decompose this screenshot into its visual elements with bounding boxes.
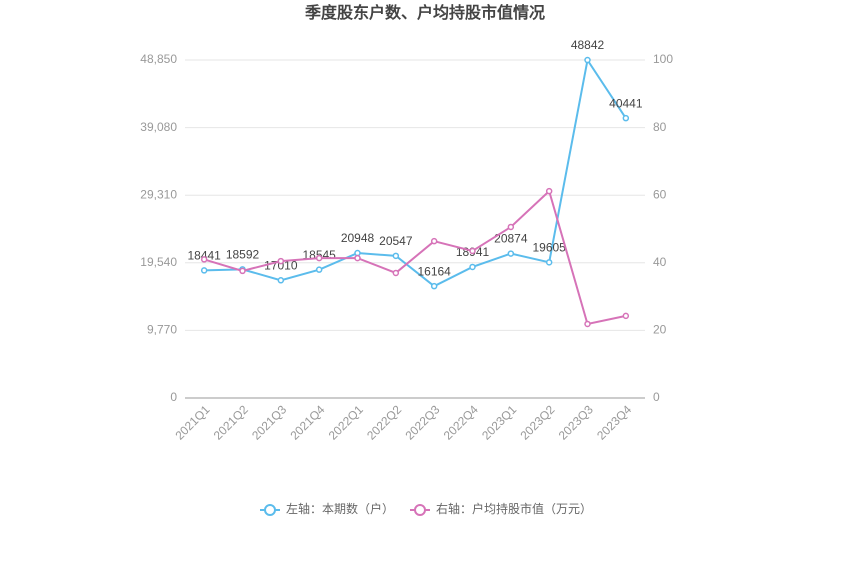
series-line bbox=[204, 57, 627, 288]
data-point bbox=[469, 263, 476, 271]
y-tick-label: 48,850 bbox=[140, 52, 177, 66]
x-tick-label: 2023Q1 bbox=[479, 402, 519, 442]
series-line bbox=[203, 189, 627, 326]
y2-tick-label: 80 bbox=[653, 120, 667, 134]
data-label: 20948 bbox=[341, 231, 375, 245]
y-tick-label: 0 bbox=[170, 390, 177, 404]
data-point bbox=[430, 237, 438, 245]
y2-tick-label: 60 bbox=[653, 187, 667, 201]
data-point bbox=[277, 277, 285, 284]
data-point bbox=[239, 267, 246, 275]
data-label: 18592 bbox=[226, 248, 260, 262]
data-point bbox=[277, 257, 285, 265]
y-tick-label: 29,310 bbox=[140, 187, 177, 201]
data-point bbox=[622, 312, 630, 320]
data-point bbox=[507, 223, 515, 231]
x-tick-label: 2023Q3 bbox=[556, 402, 596, 442]
data-point bbox=[200, 267, 208, 274]
legend-label: 右轴：户均持股市值（万元） bbox=[436, 501, 592, 516]
data-point bbox=[392, 252, 400, 260]
y2-tick-label: 0 bbox=[653, 390, 660, 404]
data-label: 48842 bbox=[571, 38, 605, 52]
y-tick-label: 39,080 bbox=[140, 120, 177, 134]
data-point bbox=[584, 320, 591, 328]
x-tick-label: 2022Q1 bbox=[326, 402, 366, 442]
legend-marker bbox=[264, 504, 276, 516]
x-tick-label: 2021Q3 bbox=[249, 402, 289, 442]
x-tick-label: 2021Q1 bbox=[172, 402, 212, 442]
y2-tick-label: 20 bbox=[653, 323, 667, 337]
y-tick-label: 9,770 bbox=[147, 323, 177, 337]
data-point bbox=[507, 250, 515, 257]
x-tick-label: 2021Q2 bbox=[211, 402, 251, 442]
x-tick-label: 2023Q2 bbox=[517, 402, 557, 442]
data-point bbox=[315, 254, 323, 262]
data-label: 40441 bbox=[609, 96, 643, 110]
x-tick-label: 2022Q4 bbox=[441, 402, 481, 442]
x-tick-label: 2021Q4 bbox=[287, 402, 327, 442]
legend-label: 左轴：本期数（户） bbox=[286, 501, 394, 516]
x-tick-label: 2022Q2 bbox=[364, 402, 404, 442]
data-point bbox=[622, 114, 630, 122]
data-label: 20874 bbox=[494, 232, 528, 246]
data-point bbox=[200, 256, 208, 263]
data-point bbox=[392, 269, 400, 277]
chart-title: 季度股东户数、户均持股市值情况 bbox=[304, 3, 545, 22]
legend-marker bbox=[414, 504, 426, 516]
data-point bbox=[584, 56, 591, 64]
data-label: 18441 bbox=[187, 249, 221, 263]
data-point bbox=[315, 266, 323, 273]
data-point bbox=[469, 247, 476, 255]
x-tick-label: 2022Q3 bbox=[402, 402, 442, 442]
x-tick-label: 2023Q4 bbox=[594, 402, 634, 442]
data-point bbox=[354, 254, 361, 262]
data-point bbox=[545, 259, 553, 266]
data-label: 16164 bbox=[417, 264, 451, 278]
data-label: 19605 bbox=[532, 241, 566, 255]
y2-tick-label: 100 bbox=[653, 52, 673, 66]
y-tick-label: 19,540 bbox=[140, 255, 177, 269]
data-point bbox=[354, 249, 361, 257]
data-point bbox=[545, 187, 553, 195]
y2-tick-label: 40 bbox=[653, 255, 667, 269]
data-label: 17010 bbox=[264, 258, 298, 272]
data-label: 20547 bbox=[379, 234, 413, 248]
data-point bbox=[430, 282, 438, 290]
